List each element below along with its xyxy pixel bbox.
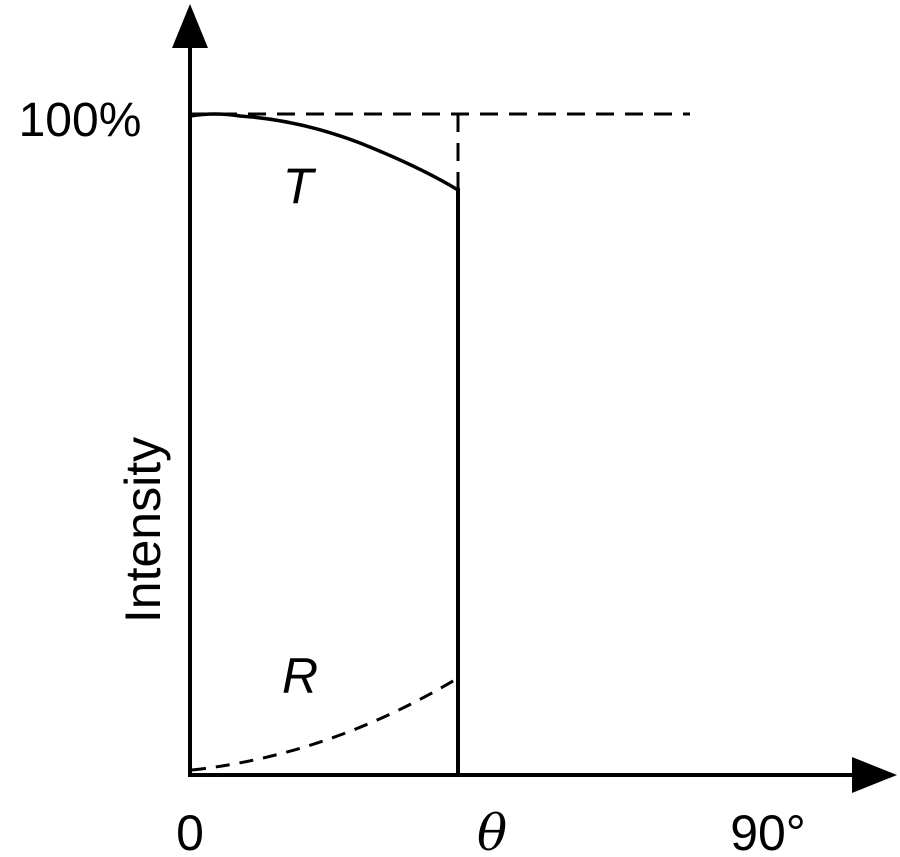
x-tick-label-90-degrees: 90° [730, 805, 806, 857]
x-tick-label-critical-angle: θ [477, 804, 507, 857]
reflected-curve [191, 676, 459, 772]
y-axis [172, 4, 208, 775]
transmitted-curve-label: T [283, 158, 317, 214]
x-axis-arrowhead [852, 757, 897, 793]
y-tick-label-100: 100% [19, 94, 142, 147]
x-tick-label-origin: 0 [176, 805, 204, 857]
y-axis-arrowhead [172, 4, 208, 48]
y-axis-label: Intensity [115, 437, 171, 623]
transmitted-curve [189, 112, 459, 192]
reflected-curve-label: R [282, 648, 318, 704]
x-axis [188, 757, 897, 793]
